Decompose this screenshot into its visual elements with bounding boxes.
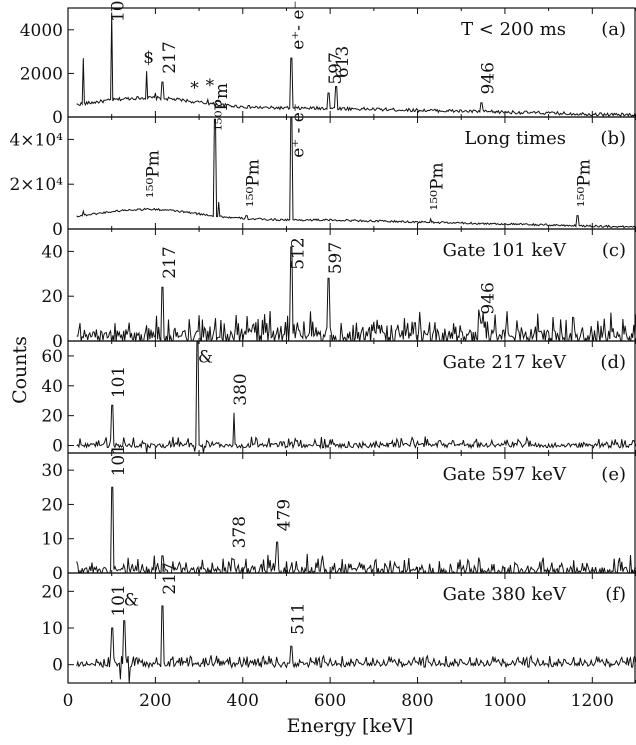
y-tick-label: 30 bbox=[41, 461, 63, 481]
y-tick-label: 4000 bbox=[20, 21, 63, 41]
y-tick-label: 0 bbox=[52, 656, 63, 676]
panel-title: Gate 380 keV bbox=[443, 584, 567, 605]
y-tick-label: 0 bbox=[52, 332, 63, 352]
panel-letter: (b) bbox=[600, 128, 626, 149]
peak-label: 597 bbox=[326, 242, 346, 274]
y-tick-label: 0 bbox=[52, 564, 63, 584]
peak-label: ¹⁵⁰Pm bbox=[428, 162, 448, 210]
peak-label: 597 bbox=[326, 52, 346, 84]
x-tick-label: 1000 bbox=[483, 691, 526, 711]
peak-label: 946 bbox=[478, 282, 498, 314]
peak-label: ¹⁵⁰Pm bbox=[212, 83, 232, 131]
panel-letter: (e) bbox=[601, 464, 626, 485]
spectrum-line bbox=[76, 12, 636, 117]
panel-1: 0 2×10⁴ 4×10⁴ Long times (b) ¹⁵⁰Pm ¹⁵⁰Pm ¹⁵⁰Pm e… bbox=[9, 83, 636, 240]
y-axis-label: Counts bbox=[9, 336, 31, 404]
peak-label: e⁺- e⁻ bbox=[288, 1, 308, 50]
panel-title: Gate 597 keV bbox=[443, 464, 567, 485]
y-tick-label: 40 bbox=[41, 242, 63, 262]
peak-label: & bbox=[124, 591, 139, 611]
peak-label: 378 bbox=[230, 516, 250, 548]
peak-label: 512 bbox=[289, 237, 309, 269]
panel-letter: (f) bbox=[605, 584, 626, 605]
peak-label: 380 bbox=[231, 373, 251, 405]
panel-5: 0 10 20 Gate 380 keV (f) 101& 217 511 bbox=[41, 562, 636, 684]
panel-title: Long times bbox=[464, 128, 566, 149]
peak-label: 101 bbox=[109, 366, 129, 398]
panel-0: 0 2000 4000 T < 200 ms (a) 101 $ 217 * * e⁺- e⁻ 597… bbox=[20, 0, 636, 128]
x-tick-label: 1200 bbox=[571, 691, 614, 711]
peak-label: e⁺ - e⁻ bbox=[288, 103, 308, 158]
peak-label: ¹⁵⁰Pm bbox=[144, 150, 164, 198]
peak-label: & bbox=[198, 347, 213, 367]
spectrum-line bbox=[76, 117, 636, 229]
y-tick-label: 0 bbox=[52, 437, 63, 457]
y-tick-label: 10 bbox=[41, 530, 63, 550]
x-axis-label: Energy [keV] bbox=[287, 715, 414, 737]
y-tick-label: 0 bbox=[52, 220, 63, 240]
panel-title: T < 200 ms bbox=[461, 19, 566, 40]
peak-label: 217 bbox=[160, 246, 180, 278]
panel-letter: (c) bbox=[602, 240, 626, 261]
panel-letter: (d) bbox=[600, 352, 626, 373]
peak-label: 511 bbox=[288, 603, 308, 635]
peak-label: 613 bbox=[333, 46, 353, 78]
panel-letter: (a) bbox=[601, 19, 626, 40]
y-tick-label: 40 bbox=[41, 377, 63, 397]
peak-label: 217 bbox=[160, 41, 180, 73]
panel-title: Gate 101 keV bbox=[443, 240, 567, 261]
panel-3: 0 20 40 60 Gate 217 keV (d) 101 &380 bbox=[41, 340, 636, 457]
x-tick-label: 200 bbox=[139, 691, 171, 711]
y-tick-label: 10 bbox=[41, 619, 63, 639]
panel-4: 0 10 20 30 Gate 597 keV (e) 101 378 479 bbox=[41, 444, 636, 584]
x-tick-label: 400 bbox=[227, 691, 259, 711]
spectrum-line bbox=[76, 341, 636, 453]
y-tick-label: 20 bbox=[41, 407, 63, 427]
spectrum-line bbox=[76, 246, 636, 341]
peak-label: ¹⁵⁰Pm bbox=[243, 159, 263, 207]
spectrum-line bbox=[76, 486, 636, 573]
x-tick-label: 800 bbox=[401, 691, 433, 711]
peak-label: 101 bbox=[109, 0, 129, 22]
x-tick-label: 600 bbox=[314, 691, 346, 711]
peak-label: ¹⁵⁰Pm bbox=[574, 159, 594, 207]
y-tick-label: 4×10⁴ bbox=[9, 130, 63, 150]
y-tick-label: 60 bbox=[41, 347, 63, 367]
y-tick-label: 0 bbox=[52, 108, 63, 128]
peak-label: 101 bbox=[109, 584, 129, 616]
peak-label: 101 bbox=[109, 444, 129, 476]
y-tick-label: 20 bbox=[41, 287, 63, 307]
peak-label: * bbox=[190, 78, 199, 98]
panel-2: 0 20 40 Gate 101 keV (c) 217 512 597 946 bbox=[41, 228, 636, 352]
y-tick-label: 2×10⁴ bbox=[9, 175, 63, 195]
y-tick-label: 20 bbox=[41, 582, 63, 602]
y-tick-label: 2000 bbox=[20, 64, 63, 84]
spectrum-line bbox=[76, 605, 636, 683]
peak-label: * bbox=[206, 76, 215, 96]
y-tick-label: 20 bbox=[41, 495, 63, 515]
peak-label: $ bbox=[143, 48, 154, 68]
peak-label: 946 bbox=[478, 62, 498, 94]
peak-label: 217 bbox=[160, 562, 180, 594]
panel-title: Gate 217 keV bbox=[443, 352, 567, 373]
x-tick-label: 0 bbox=[63, 691, 74, 711]
peak-label: 479 bbox=[274, 499, 294, 531]
